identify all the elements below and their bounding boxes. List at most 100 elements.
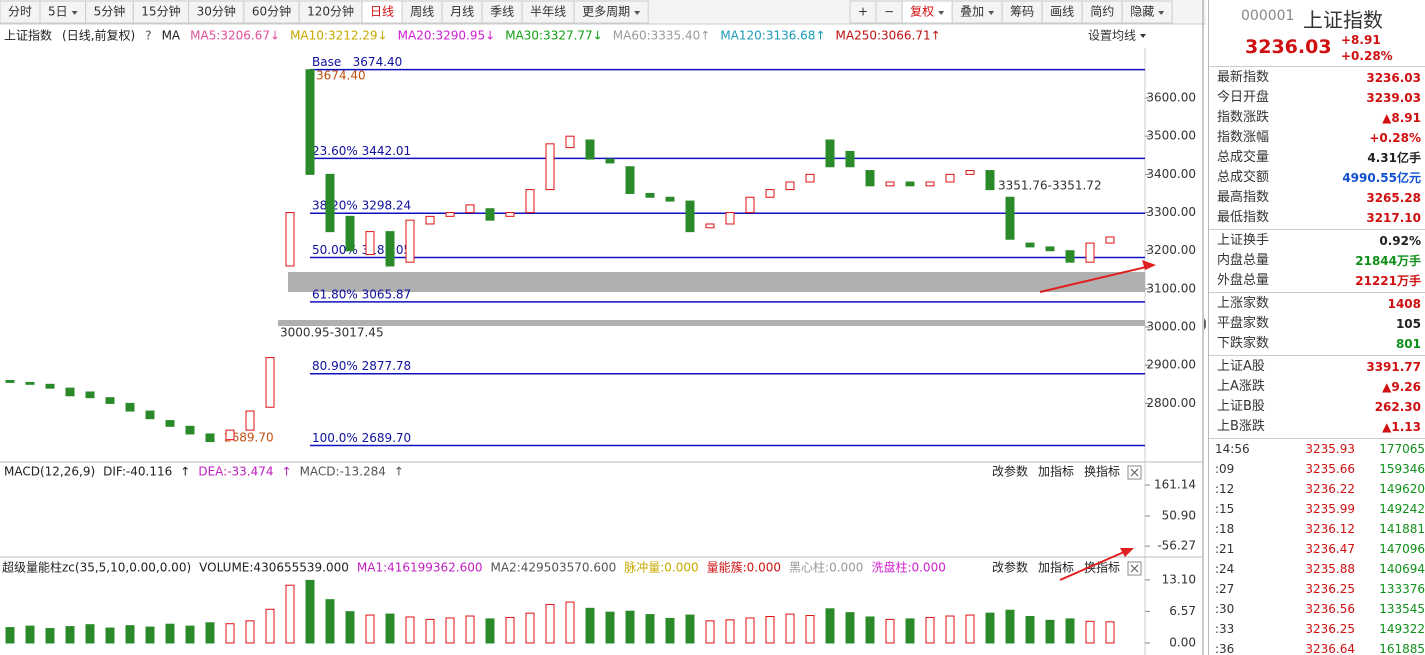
panel-button[interactable]: 改参数 [992,464,1028,479]
tick-row: 14:56 3235.93 177065 [1209,439,1425,459]
toolbar-button[interactable]: 半年线 [521,0,575,24]
volume-bar [505,616,515,644]
toolbar-button[interactable]: − [875,0,903,24]
candle-body [5,380,15,383]
arrow-head [1120,548,1134,557]
quote-row: 平盘家数 105 [1209,314,1425,334]
tick-price: 3235.88 [1305,562,1355,576]
quote-header: 000001 上证指数 3236.03 +8.91 +0.28% [1209,0,1425,67]
toolbar-button[interactable]: 日线 [361,0,403,24]
volume-bar [985,612,995,644]
y-tick-label: 3200.00 [1146,243,1196,257]
indicator-label: 超级量能柱zc(35,5,10,0.00,0.00) [2,560,191,575]
tick-row: :18 3236.12 141881 [1209,519,1425,539]
toolbar-button[interactable]: 30分钟 [188,0,245,24]
panel-button[interactable]: 改参数 [992,560,1028,575]
button-label: 5分钟 [94,4,126,19]
volume-bar [865,616,875,644]
volume-bar [785,613,795,644]
toolbar-button[interactable]: 季线 [481,0,523,24]
tick-time: :15 [1215,502,1235,516]
volume-bar [805,615,815,644]
macd-panel: MACD(12,26,9) DIF:-40.116 ↑ DEA:-33.474 ↑ MAC… [4,464,1196,553]
panel-button[interactable]: 加指标 [1038,464,1074,479]
volume-bar [945,615,955,644]
panel-button[interactable]: 换指标 [1084,560,1120,575]
button-bg [573,0,649,24]
toolbar-button[interactable]: 5分钟 [85,0,134,24]
y-tick-label: 2900.00 [1146,358,1196,372]
toolbar-button[interactable]: 周线 [401,0,443,24]
tick-row: :33 3236.25 149322 [1209,619,1425,639]
panel-button[interactable]: 换指标 [1084,464,1120,479]
indicator-label: MA2:429503570.600 [491,561,617,575]
toolbar-button[interactable]: 叠加 [951,0,1003,24]
toolbar-button[interactable]: 60分钟 [243,0,300,24]
indicator-label: ↑ [180,465,190,479]
volume-bar [225,623,235,644]
toolbar-button[interactable]: 分时 [0,0,41,24]
toolbar-button[interactable]: 120分钟 [298,0,363,24]
button-label: 复权 [910,5,934,19]
candle-body [745,196,755,214]
fib-label: 50.00% 3182.05 [312,243,411,257]
volume-bar [45,628,55,644]
quote-row: 上A涨跌 ▲9.26 [1209,377,1425,397]
toolbar-button[interactable]: 复权 [901,0,953,24]
volume-bar [845,612,855,644]
candle-body [665,196,675,202]
quote-label: 上证B股 [1217,399,1265,414]
quote-row: 上涨家数 1408 [1209,294,1425,314]
fib-label: 80.90% 2877.78 [312,359,411,373]
candle-body [345,215,355,252]
candle-body [85,391,95,399]
button-label: 120分钟 [307,4,354,19]
volume-bar [565,601,575,644]
candle-body [405,219,415,263]
toolbar-button[interactable]: + [849,0,877,24]
quote-label: 上A涨跌 [1217,379,1265,394]
button-label: 简约 [1090,4,1114,19]
candle-body [1085,242,1095,263]
tick-list: 14:56 3235.93 177065:09 3235.66 159346:12 323… [1209,439,1425,655]
menu-arrow [1158,11,1165,15]
tick-volume: 149242 [1379,502,1425,516]
legend-item: 上证指数 [4,28,52,43]
collapse-handle[interactable] [1204,318,1206,330]
quote-value: 4.31亿手 [1367,151,1421,165]
toolbar-button[interactable]: 简约 [1081,0,1123,24]
quote-value: 3239.03 [1366,91,1421,105]
legend-item: MA [162,29,181,43]
panel-button[interactable]: 加指标 [1038,560,1074,575]
volume-bar [665,617,675,644]
quote-panel: 000001 上证指数 3236.03 +8.91 +0.28% 最新指数 3236… [1208,0,1425,655]
toolbar-button[interactable]: 更多周期 [573,0,649,24]
fib-label: 23.60% 3442.01 [312,144,411,158]
quote-label: 上证换手 [1217,233,1270,248]
volume-bar [645,614,655,644]
ma-settings[interactable]: 设置均线 [1088,29,1136,43]
toolbar-button[interactable]: 月线 [441,0,483,24]
tick-price: 3236.47 [1305,542,1355,556]
volume-bar [485,618,495,644]
toolbar-button[interactable]: 15分钟 [132,0,190,24]
toolbar-button[interactable]: 5日 [39,0,87,24]
volume-bar [125,625,135,644]
quote-groups: 最新指数 3236.03 今日开盘 3239.03 指数涨跌 ▲8.91 指数涨幅 +0.28… [1209,67,1425,439]
legend-item: MA10:3212.29↓ [290,29,388,43]
toolbar-button[interactable]: 隐藏 [1121,0,1173,24]
button-label: 更多周期 [582,5,630,19]
candle-body [305,69,315,175]
y-tick-label: 6.57 [1169,604,1196,618]
quote-label: 上证A股 [1217,359,1265,374]
indicator-label: DEA:-33.474 [198,465,273,479]
toolbar-button[interactable]: 筹码 [1001,0,1043,24]
change: +8.91 +0.28% [1341,32,1393,64]
button-label: + [858,5,868,19]
y-tick-label: -56.27 [1157,539,1196,553]
toolbar-button[interactable]: 画线 [1041,0,1083,24]
quote-row: 上B涨跌 ▲1.13 [1209,417,1425,437]
candle-body [445,212,455,217]
legend-item: MA60:3335.40↑ [613,29,711,43]
indicator-label: ↑ [282,465,292,479]
